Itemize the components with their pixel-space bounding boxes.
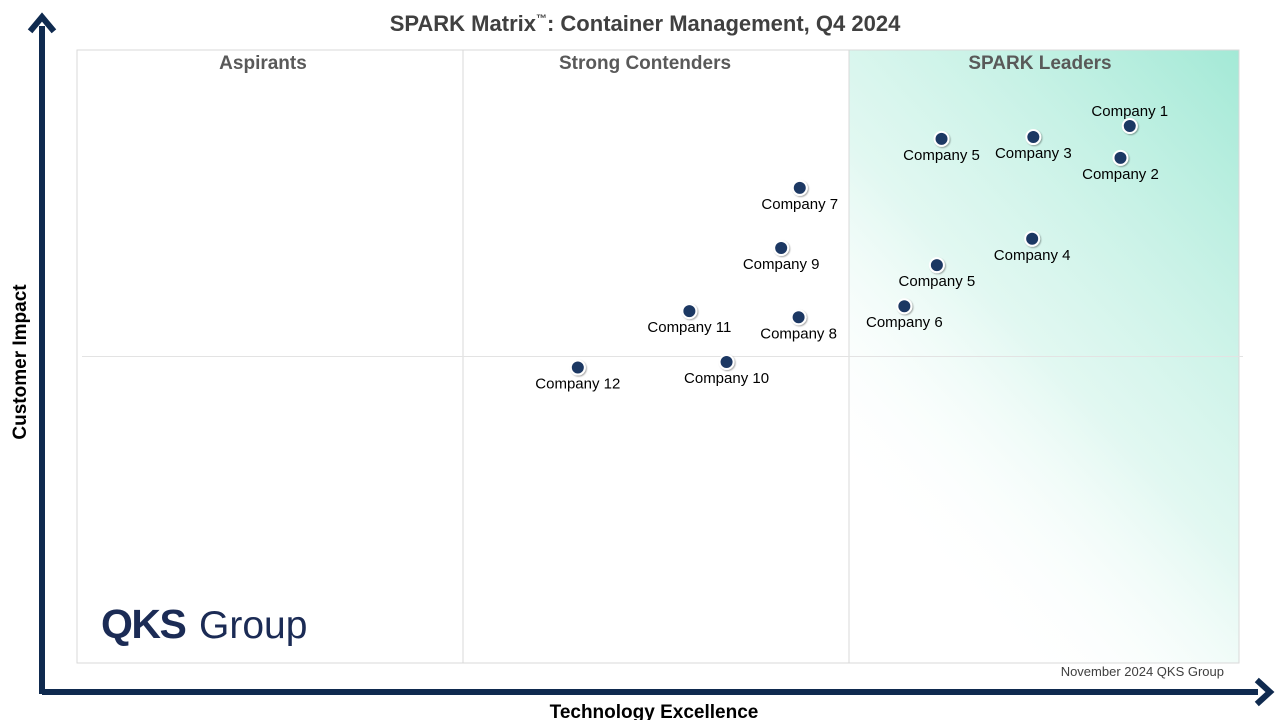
point-label: Company 8 xyxy=(760,325,837,342)
point-label: Company 7 xyxy=(761,196,838,213)
point-marker xyxy=(1112,149,1129,166)
point-label: Company 4 xyxy=(994,247,1071,264)
y-axis-arrowhead xyxy=(27,12,57,34)
point-company-9-6: Company 9 xyxy=(743,239,820,273)
point-marker xyxy=(718,354,735,371)
point-marker xyxy=(569,359,586,376)
point-company-8-10: Company 8 xyxy=(760,309,837,342)
quadrant-label-aspirants: Aspirants xyxy=(219,53,307,74)
point-company-6-8: Company 6 xyxy=(866,298,943,331)
point-label: Company 1 xyxy=(1091,103,1168,120)
point-marker xyxy=(681,303,698,320)
qks-group-logo: QKS Group xyxy=(101,601,307,647)
point-company-5-7: Company 5 xyxy=(899,257,976,290)
point-company-11-9: Company 11 xyxy=(647,303,731,336)
point-label: Company 10 xyxy=(684,370,769,387)
point-company-7-4: Company 7 xyxy=(761,179,838,213)
point-label: Company 5 xyxy=(903,147,980,164)
point-marker xyxy=(1024,230,1041,247)
point-company-12-12: Company 12 xyxy=(535,359,620,393)
point-company-5-1: Company 5 xyxy=(903,130,980,164)
point-label: Company 6 xyxy=(866,314,943,331)
point-label: Company 11 xyxy=(647,319,731,336)
data-points: Company 1 Company 5 Company 3 Company 2 Comp… xyxy=(535,103,1168,393)
quadrant-label-spark-leaders: SPARK Leaders xyxy=(968,53,1111,74)
point-company-2-3: Company 2 xyxy=(1082,149,1159,183)
point-label: Company 2 xyxy=(1082,166,1159,183)
point-company-1-0: Company 1 xyxy=(1091,103,1168,135)
point-marker xyxy=(773,239,790,256)
point-marker xyxy=(896,298,913,315)
point-marker xyxy=(928,257,945,274)
point-company-4-5: Company 4 xyxy=(994,230,1071,264)
point-company-10-11: Company 10 xyxy=(684,354,769,387)
x-axis-label: Technology Excellence xyxy=(550,702,759,720)
chart-title: SPARK Matrix™: Container Management, Q4 … xyxy=(390,11,901,36)
y-axis-label: Customer Impact xyxy=(10,284,31,440)
logo-wordmark-bold: QKS xyxy=(101,601,186,647)
point-marker xyxy=(933,130,950,147)
point-label: Company 12 xyxy=(535,376,620,393)
point-marker xyxy=(790,309,807,326)
x-axis-arrowhead xyxy=(1254,677,1275,707)
point-label: Company 3 xyxy=(995,145,1072,162)
point-marker xyxy=(1025,129,1042,146)
footer-note: November 2024 QKS Group xyxy=(1061,664,1224,679)
point-marker xyxy=(1121,118,1138,135)
point-label: Company 9 xyxy=(743,256,820,273)
point-marker xyxy=(791,179,808,196)
point-company-3-2: Company 3 xyxy=(995,129,1072,162)
point-label: Company 5 xyxy=(899,273,976,290)
logo-wordmark-light: Group xyxy=(199,604,307,647)
quadrant-label-strong-contenders: Strong Contenders xyxy=(559,53,731,74)
